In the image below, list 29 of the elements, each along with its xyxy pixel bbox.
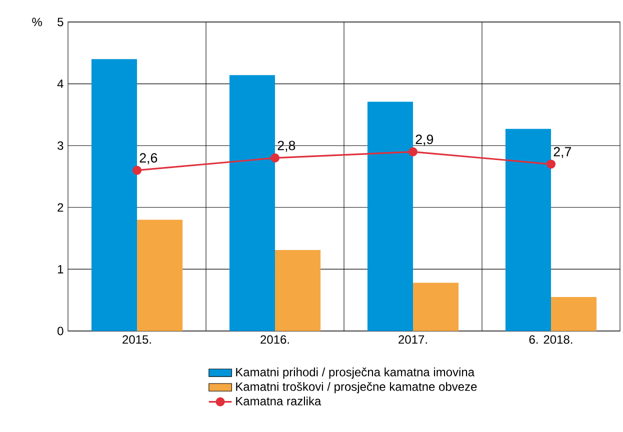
bar: [367, 102, 414, 331]
bar: [137, 220, 183, 331]
y-tick-label: 5: [58, 18, 64, 26]
point: [546, 160, 556, 169]
x-tick-label: 2017.: [398, 335, 427, 344]
data-label: 2,7: [554, 147, 572, 158]
point: [132, 166, 142, 175]
x-tick-label: 2016.: [260, 335, 289, 344]
bar: [91, 59, 138, 331]
bar: [229, 75, 276, 331]
data-label: 2,6: [140, 153, 158, 164]
y-tick-label: 0: [58, 326, 64, 336]
legend-label: Kamatni troškovi / prosječne kamatne obveze: [236, 382, 477, 394]
bar: [505, 128, 552, 331]
bar: [275, 250, 321, 331]
x-tick-label: 2015.: [122, 335, 151, 344]
bar: [551, 297, 597, 331]
legend-label: Kamatna razlika: [236, 396, 322, 406]
legend-label: Kamatni prihodi / prosječna kamatna imovina: [236, 367, 475, 379]
y-tick-label: 2: [58, 203, 64, 212]
y-tick-label: 3: [58, 141, 64, 150]
point: [408, 147, 418, 156]
x-tick-label: 6. 2018.: [529, 335, 572, 344]
y-tick-label: 1: [58, 265, 64, 274]
point: [270, 153, 280, 162]
data-label: 2,9: [416, 134, 434, 146]
y-tick-label: 4: [57, 80, 64, 88]
y-axis-title: %: [32, 18, 42, 26]
bar: [413, 282, 459, 331]
